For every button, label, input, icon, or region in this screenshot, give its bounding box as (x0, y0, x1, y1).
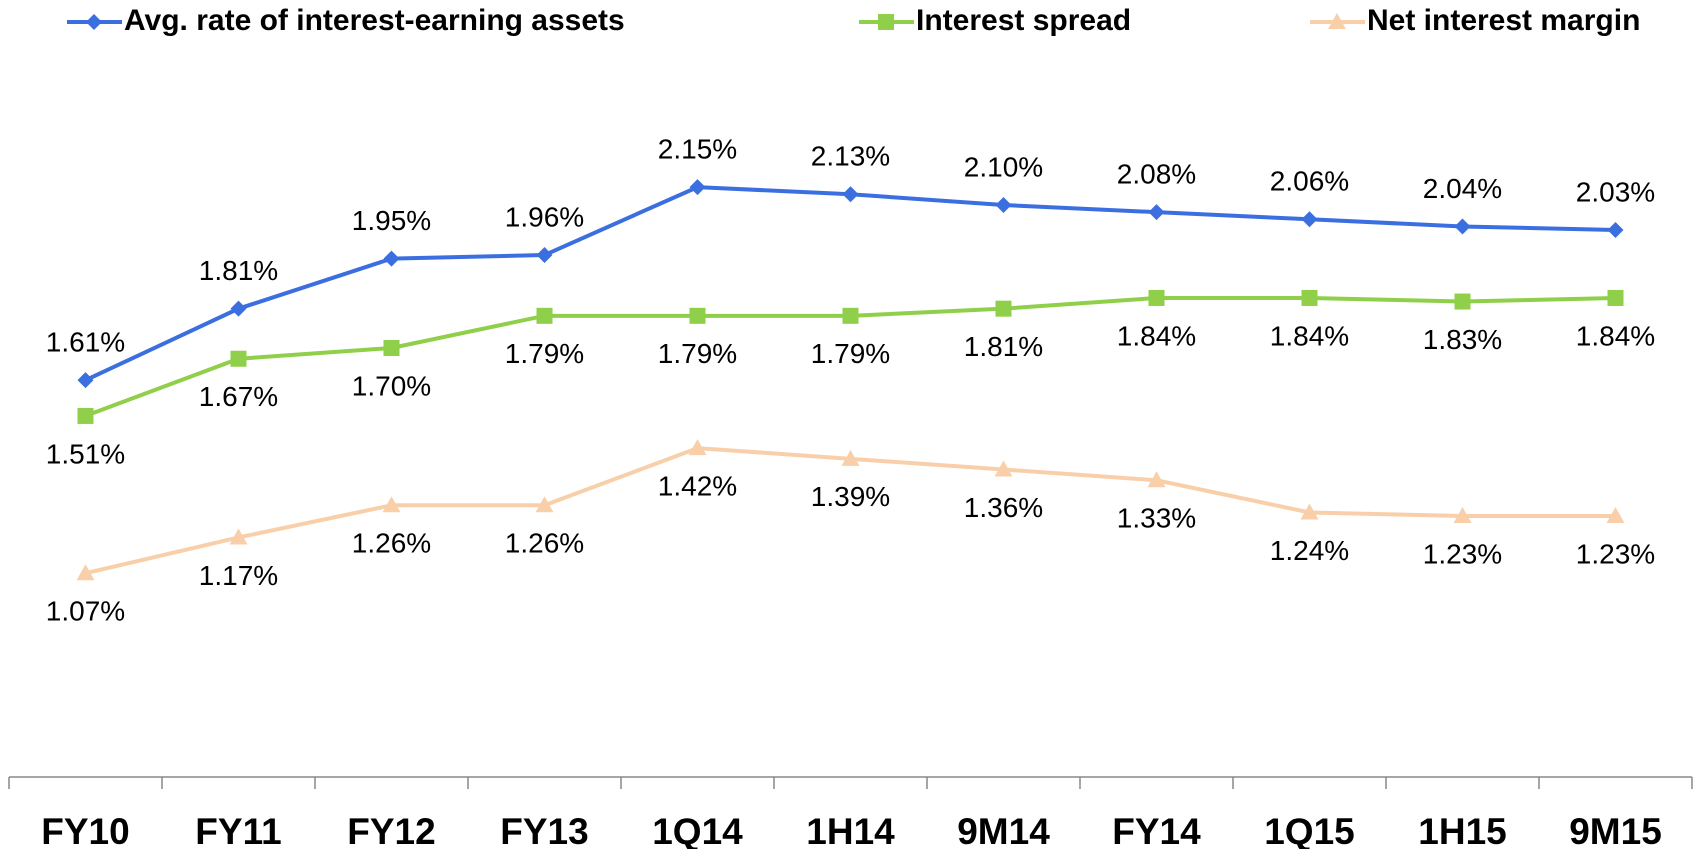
marker (77, 407, 94, 424)
data-label: 1.23% (1576, 538, 1655, 569)
data-label: 1.79% (811, 338, 890, 369)
marker (841, 449, 860, 466)
data-label: 1.79% (505, 338, 584, 369)
data-label: 2.03% (1576, 176, 1655, 207)
marker (1148, 204, 1165, 221)
x-tick-label: 1H14 (806, 811, 895, 849)
data-label: 1.36% (964, 492, 1043, 523)
marker (1453, 507, 1472, 524)
legend-label: Interest spread (916, 4, 1131, 37)
marker (1301, 289, 1318, 306)
marker (1300, 503, 1319, 520)
marker (689, 179, 706, 196)
marker (689, 307, 706, 324)
x-tick-label: FY13 (500, 811, 588, 849)
data-label: 1.33% (1117, 503, 1196, 534)
marker (229, 528, 248, 545)
data-label: 1.39% (811, 481, 890, 512)
x-tick-label: FY14 (1112, 811, 1201, 849)
marker (230, 300, 247, 317)
data-label: 1.84% (1270, 320, 1349, 351)
data-label: 1.17% (199, 560, 278, 591)
legend-label: Avg. rate of interest-earning assets (124, 4, 625, 37)
data-label: 1.23% (1423, 538, 1502, 569)
marker (535, 496, 554, 513)
data-label: 1.24% (1270, 535, 1349, 566)
marker (77, 372, 94, 389)
data-label: 2.04% (1423, 173, 1502, 204)
data-label: 2.10% (964, 151, 1043, 182)
marker (382, 496, 401, 513)
marker (383, 250, 400, 267)
marker (1454, 293, 1471, 310)
data-label: 1.51% (46, 438, 125, 469)
legend-label: Net interest margin (1367, 4, 1640, 37)
marker (1454, 218, 1471, 235)
data-label: 1.96% (505, 201, 584, 232)
data-label: 1.42% (658, 470, 737, 501)
x-tick-label: FY12 (347, 811, 435, 849)
marker (994, 460, 1013, 477)
data-label: 2.08% (1117, 159, 1196, 190)
x-tick-label: 1Q15 (1264, 811, 1355, 849)
x-tick-label: 1Q14 (652, 811, 743, 849)
data-label: 1.26% (505, 528, 584, 559)
marker (878, 14, 894, 30)
data-label: 1.95% (352, 205, 431, 236)
x-tick-label: 9M15 (1569, 811, 1662, 849)
data-label: 1.81% (199, 255, 278, 286)
x-tick-label: FY11 (195, 811, 281, 849)
marker (1148, 289, 1165, 306)
marker (1607, 289, 1624, 306)
marker (842, 307, 859, 324)
data-label: 1.81% (964, 331, 1043, 362)
marker (842, 186, 859, 203)
marker (76, 564, 95, 581)
marker (230, 350, 247, 367)
marker (688, 439, 707, 456)
x-tick-label: 9M14 (957, 811, 1050, 849)
marker (383, 340, 400, 356)
marker (1606, 507, 1625, 524)
x-tick-label: FY10 (41, 811, 129, 849)
data-label: 1.67% (199, 381, 278, 412)
marker (995, 197, 1012, 213)
data-label: 1.79% (658, 338, 737, 369)
data-label: 2.06% (1270, 166, 1349, 197)
data-label: 1.07% (46, 596, 125, 627)
data-label: 1.26% (352, 528, 431, 559)
marker (536, 307, 553, 324)
data-label: 1.84% (1576, 320, 1655, 351)
marker (1147, 471, 1166, 488)
marker (995, 300, 1012, 317)
marker (536, 247, 553, 264)
data-label: 1.84% (1117, 320, 1196, 351)
data-label: 2.15% (658, 134, 737, 165)
data-label: 2.13% (811, 141, 890, 172)
marker (1607, 222, 1624, 239)
data-label: 1.83% (1423, 324, 1502, 355)
marker (1328, 13, 1346, 29)
data-label: 1.61% (46, 327, 125, 358)
marker (1301, 211, 1318, 228)
data-label: 1.70% (352, 370, 431, 401)
marker (86, 14, 102, 30)
x-tick-label: 1H15 (1418, 811, 1506, 849)
